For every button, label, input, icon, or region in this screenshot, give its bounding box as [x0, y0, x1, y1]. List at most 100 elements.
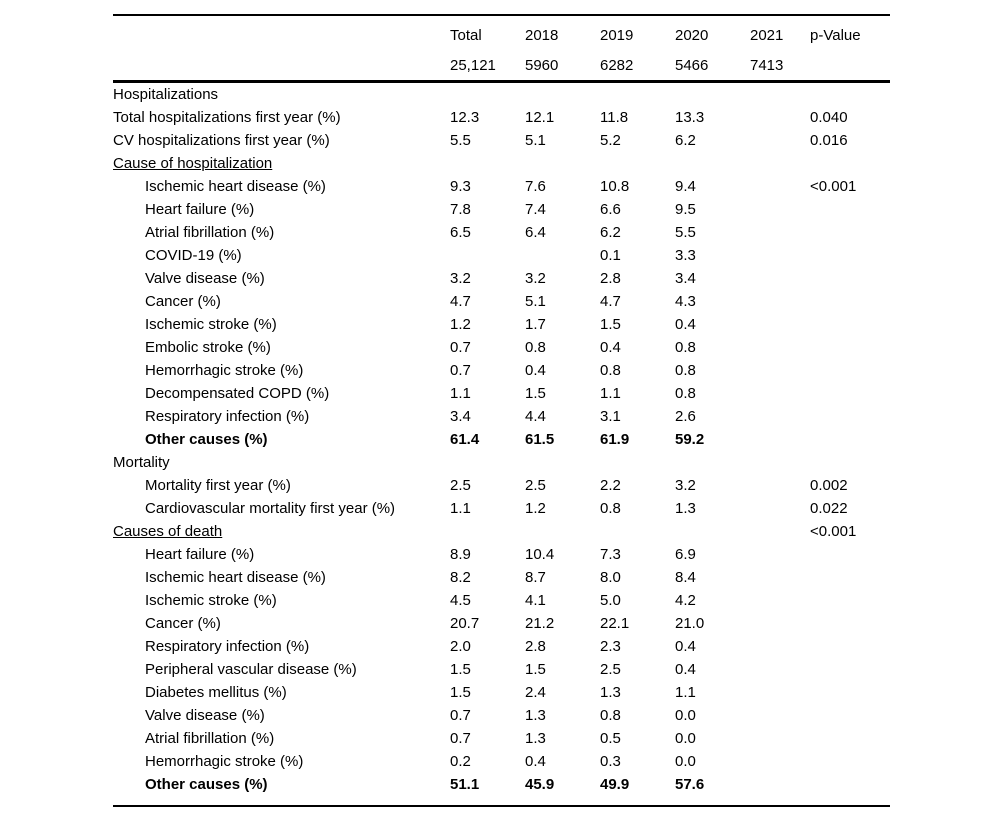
cell-y2018: 2.8: [525, 638, 546, 655]
column-count-label: [113, 50, 450, 82]
table-header: Total 2018 2019 2020 2021 p-Value 25,121 5960 62…: [113, 15, 890, 82]
table-row: Valve disease (%) 3.2 3.2 2.8 3.4: [113, 267, 890, 290]
table-row: CV hospitalizations first year (%) 5.5 5.1…: [113, 129, 890, 152]
row-label: Heart failure (%): [145, 546, 255, 563]
cell-y2021: [750, 382, 810, 405]
cell-total: 8.2: [450, 569, 471, 586]
row-label: Other causes (%): [145, 776, 268, 793]
cell-y2020: [675, 520, 750, 543]
cell-y2020: 21.0: [675, 615, 705, 632]
cell-y2019: 3.1: [600, 408, 621, 425]
cell-y2018: 6.4: [525, 224, 546, 241]
cell-y2021: [750, 152, 810, 175]
table-row: Decompensated COPD (%) 1.1 1.5 1.1 0.8: [113, 382, 890, 405]
cell-total: 1.2: [450, 316, 471, 333]
row-label: Cardiovascular mortality first year (%): [145, 500, 396, 517]
cell-y2018: 1.5: [525, 661, 546, 678]
cell-pvalue: [810, 359, 890, 382]
cell-pvalue: [810, 290, 890, 313]
column-count-pvalue: [810, 50, 890, 82]
cell-y2020: 4.2: [675, 592, 696, 609]
cell-pvalue: [810, 405, 890, 428]
row-label: Causes of death: [113, 523, 223, 540]
cell-pvalue: [810, 267, 890, 290]
cell-pvalue: [810, 152, 890, 175]
row-label: Embolic stroke (%): [145, 339, 271, 356]
cell-y2020: 0.4: [675, 316, 696, 333]
cell-y2019: 6.2: [600, 224, 621, 241]
cell-y2020: 3.2: [675, 477, 696, 494]
column-header-y2018: 2018: [525, 26, 559, 44]
table-row: Ischemic stroke (%) 4.5 4.1 5.0 4.2: [113, 589, 890, 612]
cell-y2020: 0.8: [675, 339, 696, 356]
cell-y2020: [675, 82, 750, 107]
table-row: Hemorrhagic stroke (%) 0.2 0.4 0.3 0.0: [113, 750, 890, 773]
cell-y2020: 57.6: [675, 776, 705, 793]
cell-y2019: 5.2: [600, 132, 621, 149]
cell-y2021: [750, 129, 810, 152]
cell-y2020: 4.3: [675, 293, 696, 310]
cell-y2020: 1.3: [675, 500, 696, 517]
row-label: Respiratory infection (%): [145, 638, 310, 655]
cell-pvalue: [810, 612, 890, 635]
cell-pvalue: 0.040: [810, 109, 848, 126]
cell-y2021: [750, 474, 810, 497]
row-label: Ischemic heart disease (%): [145, 569, 326, 586]
cell-y2019: 10.8: [600, 178, 630, 195]
cell-pvalue: [810, 727, 890, 750]
cell-y2021: [750, 428, 810, 451]
cell-y2018: 8.7: [525, 569, 546, 586]
row-label: Heart failure (%): [145, 201, 255, 218]
cell-total: 0.7: [450, 339, 471, 356]
cell-y2021: [750, 543, 810, 566]
cell-y2018: [525, 82, 600, 107]
cell-pvalue: [810, 658, 890, 681]
cell-total: 1.1: [450, 500, 471, 517]
cell-y2018: 3.2: [525, 270, 546, 287]
cell-y2018: 45.9: [525, 776, 555, 793]
cell-y2021: [750, 451, 810, 474]
cell-y2021: [750, 520, 810, 543]
cell-y2018: [525, 244, 600, 267]
table-row: Cardiovascular mortality first year (%) 1…: [113, 497, 890, 520]
results-table: Total 2018 2019 2020 2021 p-Value 25,121 5960 62…: [113, 14, 890, 807]
cell-total: 2.5: [450, 477, 471, 494]
cell-y2019: 0.8: [600, 707, 621, 724]
column-header-label: [113, 15, 450, 50]
row-label: Hospitalizations: [113, 86, 219, 103]
cell-y2019: 2.8: [600, 270, 621, 287]
cell-y2020: 3.3: [675, 247, 696, 264]
cell-y2021: [750, 727, 810, 750]
cell-total: 3.2: [450, 270, 471, 287]
cell-total: 5.5: [450, 132, 471, 149]
cell-y2019: 0.3: [600, 753, 621, 770]
row-label: Atrial fibrillation (%): [145, 224, 275, 241]
cell-total: 6.5: [450, 224, 471, 241]
cell-y2019: 0.8: [600, 362, 621, 379]
cell-y2019: 1.1: [600, 385, 621, 402]
column-count-total: 25,121: [450, 56, 496, 74]
cell-pvalue: [810, 82, 890, 107]
cell-pvalue: [810, 382, 890, 405]
row-label: Ischemic heart disease (%): [145, 178, 326, 195]
cell-y2019: 49.9: [600, 776, 630, 793]
row-label: Respiratory infection (%): [145, 408, 310, 425]
cell-y2019: 8.0: [600, 569, 621, 586]
cell-y2021: [750, 313, 810, 336]
cell-pvalue: [810, 451, 890, 474]
cell-y2018: 0.8: [525, 339, 546, 356]
row-label: Mortality first year (%): [145, 477, 291, 494]
results-table-wrapper: Total 2018 2019 2020 2021 p-Value 25,121 5960 62…: [113, 14, 890, 807]
cell-y2018: 7.4: [525, 201, 546, 218]
cell-total: [450, 451, 525, 474]
cell-pvalue: <0.001: [810, 178, 857, 195]
cell-y2019: 0.5: [600, 730, 621, 747]
table-row: Ischemic stroke (%) 1.2 1.7 1.5 0.4: [113, 313, 890, 336]
column-header-total: Total: [450, 26, 482, 44]
cell-y2021: [750, 290, 810, 313]
cell-y2021: [750, 359, 810, 382]
table-row: Causes of death <0.001: [113, 520, 890, 543]
row-label: Hemorrhagic stroke (%): [145, 753, 304, 770]
table-row: Peripheral vascular disease (%) 1.5 1.5 2.5…: [113, 658, 890, 681]
cell-pvalue: [810, 428, 890, 451]
